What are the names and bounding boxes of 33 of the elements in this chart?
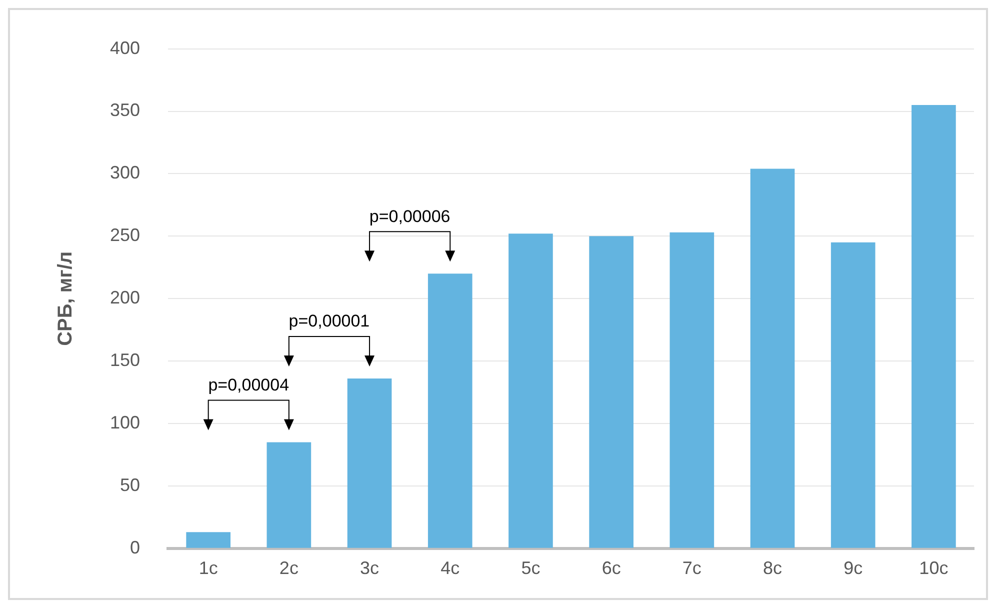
x-tick-label: 9с xyxy=(844,558,863,578)
y-tick-label: 50 xyxy=(120,474,140,495)
bar xyxy=(266,442,312,548)
annotation: p=0,00006 xyxy=(369,206,450,226)
y-tick-label: 150 xyxy=(110,350,140,370)
bar xyxy=(428,274,472,548)
x-tick-label: 2с xyxy=(279,558,298,578)
bar xyxy=(912,105,956,548)
y-tick-label: 350 xyxy=(110,100,140,120)
y-tick-label: 250 xyxy=(110,225,140,246)
annotation: p=0,00001 xyxy=(288,312,370,331)
x-tick-label: 10с xyxy=(919,558,948,578)
bar xyxy=(750,168,795,548)
bar xyxy=(186,532,230,548)
x-tick-label: 3с xyxy=(360,558,380,578)
y-tick-label: 0 xyxy=(130,537,140,558)
bar xyxy=(670,232,714,548)
y-tick-label: 100 xyxy=(110,412,140,432)
y-axis-title: СРБ, мг/л xyxy=(54,251,77,346)
x-tick-label: 4с xyxy=(440,558,460,578)
x-tick-label: 8с xyxy=(763,558,782,578)
bar xyxy=(508,234,553,548)
y-tick-label: 400 xyxy=(110,38,140,58)
x-tick-label: 6с xyxy=(602,558,621,578)
x-tick-label: 1с xyxy=(198,558,218,578)
bar xyxy=(347,378,392,548)
x-tick-label: 7с xyxy=(682,558,702,578)
bar xyxy=(589,236,634,548)
annotation: p=0,00004 xyxy=(208,375,290,394)
y-tick-label: 200 xyxy=(110,288,140,308)
y-tick-label: 300 xyxy=(110,162,140,183)
bar xyxy=(830,242,876,548)
x-tick-label: 5с xyxy=(521,558,540,578)
